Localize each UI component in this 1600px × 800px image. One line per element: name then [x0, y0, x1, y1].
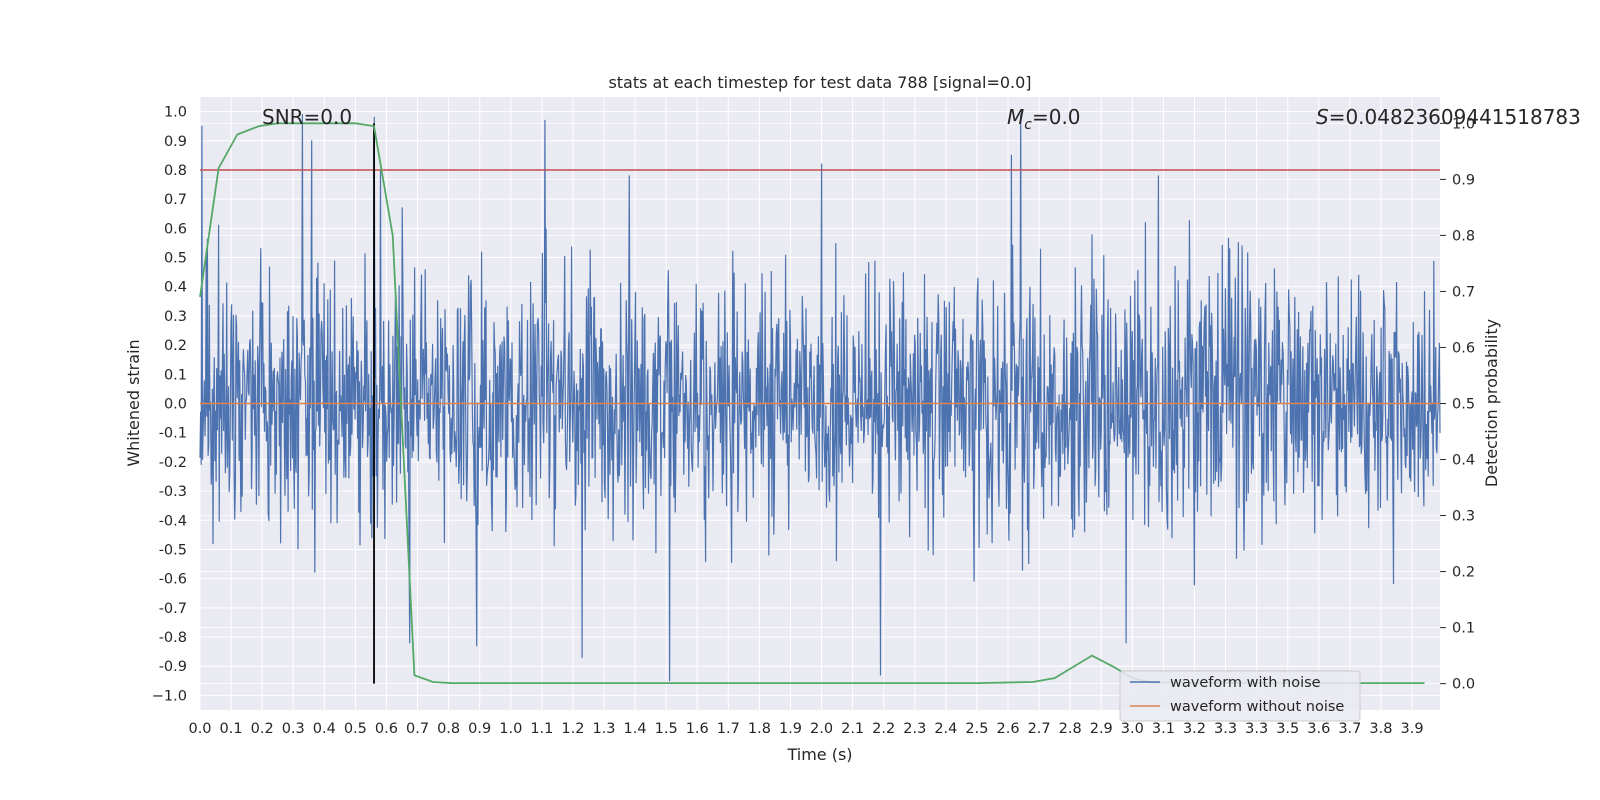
y-tick-label: 0.8	[164, 163, 187, 179]
x-tick-label: 0.5	[344, 721, 367, 737]
x-tick-label: 2.2	[872, 721, 895, 737]
x-tick-label: 2.8	[1059, 721, 1082, 737]
x-tick-label: 0.9	[468, 721, 491, 737]
x-tick-label: 3.3	[1245, 721, 1268, 737]
x-tick-label: 2.0	[810, 721, 833, 737]
x-tick-label: 0.8	[437, 721, 460, 737]
x-tick-label: 1.4	[624, 721, 647, 737]
y-tick-label: 0.7	[164, 192, 187, 208]
x-tick-label: 1.7	[717, 721, 740, 737]
x-tick-label: 3.1	[1152, 721, 1175, 737]
snr-annotation: SNR=0.0	[262, 105, 352, 129]
x-tick-label: 1.6	[686, 721, 709, 737]
x-tick-label: 2.5	[965, 721, 988, 737]
series-detection-probability	[199, 122, 1425, 684]
y2-tick-label: 0.1	[1452, 621, 1475, 637]
x-axis-ticks: 0.0 0.1 0.2 0.3 0.4 0.5 0.6 0.7 0.8 0.9 1.0 1.1 1.2 1…	[188, 721, 1423, 737]
x-tick-label: 3.2	[1183, 721, 1206, 737]
mc-subscript: c	[1024, 117, 1032, 133]
x-tick-label: 3.6	[1307, 721, 1330, 737]
x-tick-label: 1.0	[499, 721, 522, 737]
y-tick-label: 0.1	[164, 367, 187, 383]
x-tick-label: 2.4	[934, 721, 957, 737]
y2-tick-label: 0.0	[1452, 677, 1475, 693]
y2-tick-label: 1.0	[1452, 116, 1475, 132]
x-axis-label: Time (s)	[786, 745, 852, 764]
x-tick-label: 2.6	[996, 721, 1019, 737]
x-tick-label: 3.5	[1276, 721, 1299, 737]
detection-probability-line	[199, 122, 1425, 684]
y-tick-label: 0.0	[164, 397, 187, 413]
y-tick-label: 0.9	[164, 134, 187, 150]
y-axis-label: Whitened strain	[124, 339, 143, 466]
y-tick-label: 0.6	[164, 221, 187, 237]
s-symbol: S	[1316, 105, 1329, 129]
x-tick-label: 3.7	[1338, 721, 1361, 737]
y2-tick-label: 0.3	[1452, 509, 1475, 525]
x-tick-label: 3.8	[1369, 721, 1392, 737]
y2-tick-label: 0.8	[1452, 228, 1475, 244]
y2-tick-label: 0.9	[1452, 172, 1475, 188]
x-tick-label: 2.7	[1028, 721, 1051, 737]
y-tick-label: -0.8	[159, 630, 187, 646]
mc-annotation: Mc=0.0	[1007, 105, 1081, 133]
y2-axis-label: Detection probability	[1482, 319, 1501, 487]
y-tick-label: 0.4	[164, 280, 187, 296]
x-tick-label: 0.0	[188, 721, 211, 737]
waveform-with-noise-line	[199, 113, 1441, 682]
y2-tick-label: 0.7	[1452, 284, 1475, 300]
x-tick-label: 1.3	[592, 721, 615, 737]
y-tick-label: -0.3	[159, 484, 187, 500]
x-tick-label: 2.9	[1090, 721, 1113, 737]
y-tick-label: -0.4	[159, 513, 187, 529]
x-tick-label: 0.7	[406, 721, 429, 737]
y-tick-label: -0.9	[159, 659, 187, 675]
y-tick-label: -0.2	[159, 455, 187, 471]
y2-tick-label: 0.6	[1452, 340, 1475, 356]
x-tick-label: 1.1	[530, 721, 553, 737]
x-tick-label: 1.2	[561, 721, 584, 737]
x-tick-label: 1.9	[779, 721, 802, 737]
x-tick-label: 0.1	[220, 721, 243, 737]
mc-value: =0.0	[1032, 105, 1081, 129]
x-tick-label: 0.6	[375, 721, 398, 737]
y-axis-ticks: 1.0 0.9 0.8 0.7 0.6 0.5 0.4 0.3 0.2 0.1 0.0 -0.1 -0.…	[152, 105, 187, 705]
legend-label-noise: waveform with noise	[1170, 675, 1321, 691]
y-tick-label: -0.5	[159, 542, 187, 558]
y-tick-label: 0.5	[164, 251, 187, 267]
y2-tick-label: 0.4	[1452, 453, 1475, 469]
series-waveform-with-noise	[199, 113, 1441, 682]
chart-title: stats at each timestep for test data 788…	[608, 73, 1031, 92]
y-tick-label: −1.0	[152, 688, 187, 704]
s-annotation: S=0.04823609441518783	[1316, 105, 1581, 129]
legend-box	[1119, 670, 1361, 722]
y-tick-label: 1.0	[164, 105, 187, 121]
y-tick-label: 0.3	[164, 309, 187, 325]
x-tick-label: 3.3	[1214, 721, 1237, 737]
s-value: =0.04823609441518783	[1329, 105, 1581, 129]
y-tick-label: -0.7	[159, 601, 187, 617]
y2-axis-ticks: 1.0 0.9 0.8 0.7 0.6 0.5 0.4 0.3 0.2 0.1 0.0	[1440, 116, 1475, 693]
x-tick-label: 3.9	[1400, 721, 1423, 737]
y-tick-label: -0.1	[159, 426, 187, 442]
x-tick-label: 0.3	[282, 721, 305, 737]
x-tick-label: 2.1	[841, 721, 864, 737]
y2-tick-label: 0.2	[1452, 565, 1475, 581]
x-tick-label: 0.2	[251, 721, 274, 737]
y-tick-label: 0.2	[164, 338, 187, 354]
x-tick-label: 3.0	[1121, 721, 1144, 737]
x-tick-label: 2.3	[903, 721, 926, 737]
y2-tick-label: 0.5	[1452, 397, 1475, 413]
x-tick-label: 1.8	[748, 721, 771, 737]
y-tick-label: -0.6	[159, 572, 187, 588]
legend-label-clean: waveform without noise	[1170, 699, 1344, 715]
legend: waveform with noise waveform without noi…	[1119, 670, 1361, 722]
x-tick-label: 0.4	[313, 721, 336, 737]
mc-symbol: M	[1007, 105, 1024, 129]
x-tick-label: 1.5	[655, 721, 678, 737]
